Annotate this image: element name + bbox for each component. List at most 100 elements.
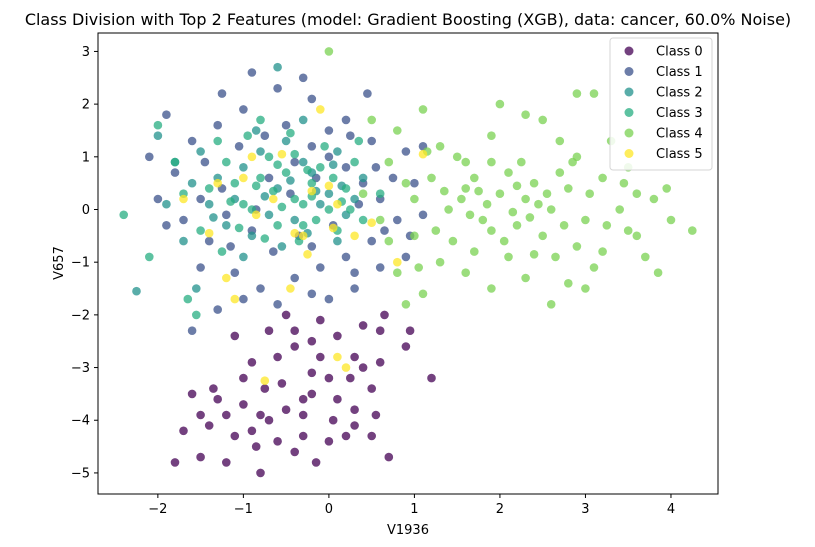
data-point — [286, 128, 295, 138]
data-point — [251, 210, 261, 220]
data-point — [367, 384, 377, 393]
data-point — [281, 405, 291, 415]
data-point — [298, 231, 308, 241]
data-point — [551, 252, 560, 262]
data-point — [405, 326, 415, 336]
data-point — [363, 89, 372, 98]
legend-marker — [624, 149, 634, 158]
data-point — [247, 68, 257, 77]
data-point — [170, 157, 180, 167]
data-point — [487, 157, 496, 167]
legend-label: Class 1 — [656, 65, 703, 80]
data-point — [247, 231, 257, 241]
data-point — [170, 458, 180, 467]
data-point — [341, 431, 351, 441]
data-point — [286, 176, 295, 185]
data-point — [555, 168, 565, 177]
data-point — [470, 247, 479, 256]
data-point — [162, 221, 171, 230]
data-point — [264, 173, 274, 183]
data-point — [324, 181, 334, 191]
data-point — [251, 181, 261, 191]
data-point — [200, 157, 210, 167]
data-point — [307, 368, 317, 378]
data-point — [277, 242, 287, 251]
data-point — [487, 226, 496, 235]
data-point — [217, 89, 227, 98]
data-point — [632, 189, 642, 198]
data-point — [307, 242, 317, 251]
data-point — [239, 173, 248, 183]
data-point — [512, 221, 522, 230]
data-point — [316, 352, 325, 362]
data-point — [564, 279, 573, 288]
data-point — [187, 136, 197, 146]
data-point — [384, 452, 394, 462]
data-point — [260, 234, 270, 243]
data-point — [465, 210, 475, 220]
data-point — [666, 215, 676, 225]
data-point — [153, 120, 163, 130]
data-point — [145, 252, 154, 262]
data-point — [418, 210, 428, 220]
data-point — [196, 263, 205, 272]
data-point — [410, 178, 419, 188]
data-point — [401, 178, 411, 188]
data-point — [517, 157, 526, 167]
data-point — [222, 210, 231, 220]
data-point — [375, 215, 385, 225]
data-point — [418, 105, 428, 114]
data-point — [187, 389, 197, 399]
data-point — [153, 194, 163, 204]
data-point — [444, 205, 453, 214]
data-point — [324, 205, 334, 214]
data-point — [358, 189, 368, 198]
data-point — [260, 384, 270, 393]
data-point — [234, 142, 244, 151]
data-point — [371, 410, 381, 420]
data-point — [204, 199, 214, 209]
data-point — [290, 157, 300, 167]
data-point — [320, 142, 329, 151]
data-point — [230, 268, 240, 278]
data-point — [619, 178, 629, 188]
data-point — [307, 178, 317, 188]
data-point — [204, 228, 214, 238]
data-point — [525, 213, 535, 222]
data-point — [298, 157, 308, 167]
data-point — [213, 394, 222, 404]
data-point — [230, 331, 240, 341]
data-point — [273, 437, 282, 446]
data-point — [358, 215, 368, 225]
data-point — [239, 400, 248, 409]
data-point — [598, 173, 607, 183]
data-point — [333, 352, 342, 362]
data-point — [290, 273, 300, 283]
x-tick-label: 2 — [496, 502, 504, 517]
data-point — [521, 194, 530, 204]
data-point — [273, 62, 282, 72]
data-point — [431, 226, 441, 235]
data-point — [281, 136, 291, 146]
data-point — [418, 289, 428, 299]
data-point — [251, 442, 261, 451]
data-point — [239, 252, 248, 262]
data-point — [204, 184, 214, 193]
data-point — [504, 252, 513, 262]
data-point — [179, 426, 188, 436]
legend-box — [609, 37, 713, 171]
data-point — [256, 173, 265, 183]
data-point — [615, 205, 624, 214]
data-point — [649, 194, 659, 204]
data-point — [260, 376, 270, 386]
data-point — [542, 189, 552, 198]
data-point — [286, 284, 295, 293]
data-point — [303, 165, 312, 175]
data-point — [589, 89, 599, 98]
data-point — [346, 205, 355, 214]
data-point — [226, 197, 235, 206]
data-point — [162, 110, 171, 119]
data-point — [170, 168, 180, 177]
data-point — [307, 142, 317, 151]
